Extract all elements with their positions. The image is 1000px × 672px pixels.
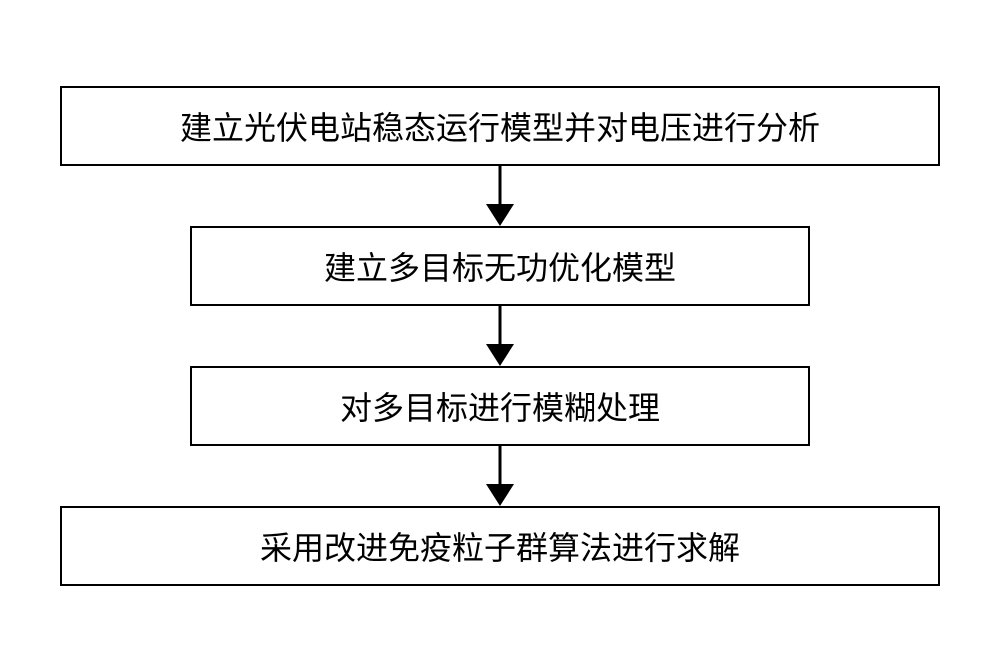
arrow-down-icon [486,166,514,226]
flowchart-step-2-label: 建立多目标无功优化模型 [324,243,676,289]
arrow-down-icon [486,446,514,506]
arrow-down-icon [486,306,514,366]
flowchart-arrow-1 [486,166,514,226]
flowchart-step-1-label: 建立光伏电站稳态运行模型并对电压进行分析 [180,103,820,149]
flowchart-container: 建立光伏电站稳态运行模型并对电压进行分析 建立多目标无功优化模型 对多目标进行模… [50,86,950,586]
flowchart-step-3-label: 对多目标进行模糊处理 [340,383,660,429]
flowchart-step-4-label: 采用改进免疫粒子群算法进行求解 [260,523,740,569]
flowchart-arrow-3 [486,446,514,506]
flowchart-step-1: 建立光伏电站稳态运行模型并对电压进行分析 [60,86,940,166]
flowchart-arrow-2 [486,306,514,366]
flowchart-step-4: 采用改进免疫粒子群算法进行求解 [60,506,940,586]
flowchart-step-3: 对多目标进行模糊处理 [190,366,810,446]
flowchart-step-2: 建立多目标无功优化模型 [190,226,810,306]
